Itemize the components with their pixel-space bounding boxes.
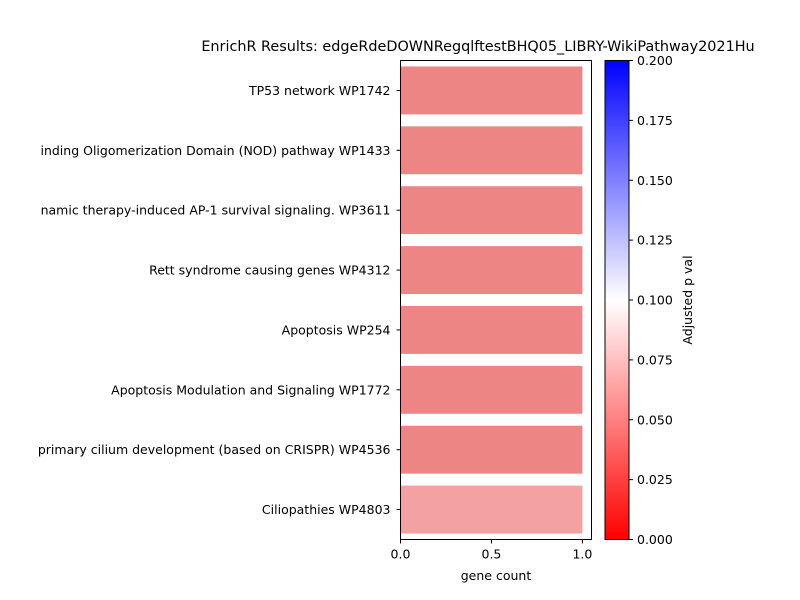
y-tick-label: Apoptosis Modulation and Signaling WP177… xyxy=(111,382,390,397)
bar xyxy=(400,66,583,115)
colorbar-tick-label: 0.125 xyxy=(637,233,673,248)
y-tick-label: inding Oligomerization Domain (NOD) path… xyxy=(40,143,390,158)
y-tick-label: TP53 network WP1742 xyxy=(248,83,391,98)
bar xyxy=(400,126,583,175)
x-axis-label: gene count xyxy=(461,568,532,583)
colorbar-tick-label: 0.050 xyxy=(637,412,673,427)
bar xyxy=(400,186,583,235)
bar xyxy=(400,485,583,534)
colorbar: 0.000 0.025 0.050 0.075 0.100 0.125 0.150 0.175… xyxy=(604,53,695,547)
colorbar-gradient xyxy=(604,60,630,540)
colorbar-tick-label: 0.100 xyxy=(637,293,673,308)
colorbar-tick-label: 0.075 xyxy=(637,352,673,367)
colorbar-tick-label: 0.150 xyxy=(637,173,673,188)
x-axis-ticks: 0.0 0.5 1.0 xyxy=(391,539,592,562)
bar xyxy=(400,425,583,474)
colorbar-tick-label: 0.175 xyxy=(637,113,673,128)
bar xyxy=(400,365,583,414)
x-tick-label: 0.0 xyxy=(391,547,411,562)
y-axis-ticks: TP53 network WP1742 inding Oligomerizatio… xyxy=(38,83,401,517)
x-tick-label: 1.0 xyxy=(572,547,592,562)
colorbar-ticks: 0.000 0.025 0.050 0.075 0.100 0.125 0.150 0.175… xyxy=(629,53,673,547)
bar xyxy=(400,246,583,295)
colorbar-tick-label: 0.025 xyxy=(637,472,673,487)
y-tick-label: primary cilium development (based on CRI… xyxy=(38,442,391,457)
axes-frame xyxy=(400,60,592,540)
y-tick-label: Ciliopathies WP4803 xyxy=(262,502,391,517)
y-tick-label: Apoptosis WP254 xyxy=(282,322,391,337)
colorbar-tick-label: 0.200 xyxy=(637,53,673,68)
y-tick-label: namic therapy-induced AP-1 survival sign… xyxy=(41,203,391,218)
y-tick-label: Rett syndrome causing genes WP4312 xyxy=(149,263,390,278)
bar xyxy=(400,305,583,354)
chart-title: EnrichR Results: edgeRdeDOWNRegqlftestBH… xyxy=(201,39,754,55)
colorbar-tick-label: 0.000 xyxy=(637,532,673,547)
colorbar-label: Adjusted p val xyxy=(680,255,695,344)
x-tick-label: 0.5 xyxy=(482,547,502,562)
plot-area xyxy=(400,66,583,534)
